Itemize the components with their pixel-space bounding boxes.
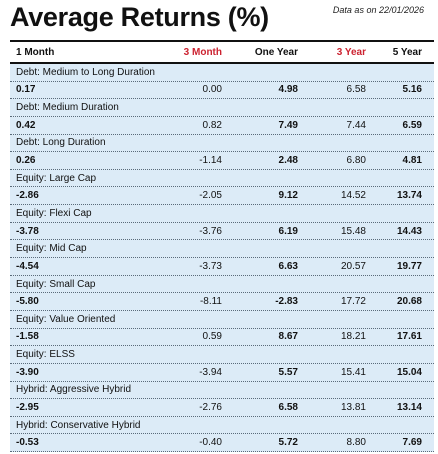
value-1-month: -3.78 (16, 225, 39, 237)
table-row: -3.90 -3.94 5.57 15.41 15.04 (10, 364, 434, 382)
value-3-year: 20.57 (340, 260, 366, 272)
value-1-month: -5.80 (16, 296, 39, 308)
value-3-month: 0.59 (202, 331, 222, 343)
value-one-year: 7.49 (278, 119, 298, 131)
table-row: 0.42 0.82 7.49 7.44 6.59 (10, 117, 434, 135)
table-row: 0.26 -1.14 2.48 6.80 4.81 (10, 152, 434, 170)
value-1-month: 0.17 (16, 84, 36, 96)
value-5-year: 13.74 (396, 190, 422, 202)
value-3-month: -2.05 (199, 190, 222, 202)
as-of-date: Data as on 22/01/2026 (332, 5, 424, 15)
value-one-year: -2.83 (275, 296, 298, 308)
value-3-year: 8.80 (346, 437, 366, 449)
value-one-year: 8.67 (278, 331, 298, 343)
category-label: Debt: Medium to Long Duration (10, 64, 434, 82)
value-5-year: 4.81 (402, 155, 422, 167)
category-label: Debt: Medium Duration (10, 99, 434, 117)
value-one-year: 5.72 (278, 437, 298, 449)
value-3-month: 0.00 (202, 84, 222, 96)
value-one-year: 5.57 (278, 366, 298, 378)
value-5-year: 19.77 (396, 260, 422, 272)
value-5-year: 14.43 (396, 225, 422, 237)
value-1-month: -4.54 (16, 260, 39, 272)
header-3-year: 3 Year (336, 46, 366, 58)
category-label: Equity: Flexi Cap (10, 205, 434, 223)
value-3-year: 18.21 (340, 331, 366, 343)
value-one-year: 9.12 (278, 190, 298, 202)
category-label: Debt: Long Duration (10, 135, 434, 153)
value-3-year: 6.80 (346, 155, 366, 167)
value-one-year: 6.63 (278, 260, 298, 272)
value-one-year: 2.48 (278, 155, 298, 167)
table-row: 0.17 0.00 4.98 6.58 5.16 (10, 82, 434, 100)
table-header: 1 Month 3 Month One Year 3 Year 5 Year (10, 40, 434, 64)
table-row: -5.80 -8.11 -2.83 17.72 20.68 (10, 293, 434, 311)
returns-table: 1 Month 3 Month One Year 3 Year 5 Year D… (10, 40, 434, 453)
value-3-month: -0.40 (199, 437, 222, 449)
header-5-year: 5 Year (392, 46, 422, 58)
value-3-month: 0.82 (202, 119, 222, 131)
value-3-month: -3.76 (199, 225, 222, 237)
table-row: -4.54 -3.73 6.63 20.57 19.77 (10, 258, 434, 276)
table-row: -2.95 -2.76 6.58 13.81 13.14 (10, 399, 434, 417)
value-3-year: 15.41 (340, 366, 366, 378)
value-1-month: -3.90 (16, 366, 39, 378)
category-label: Equity: Mid Cap (10, 240, 434, 259)
value-5-year: 15.04 (396, 366, 422, 378)
page-title: Average Returns (%) (10, 2, 269, 32)
value-3-year: 13.81 (340, 401, 366, 413)
value-3-month: -3.73 (199, 260, 222, 272)
value-3-year: 14.52 (340, 190, 366, 202)
value-one-year: 4.98 (278, 84, 298, 96)
value-5-year: 6.59 (402, 119, 422, 131)
value-1-month: 0.26 (16, 155, 36, 167)
value-one-year: 6.58 (278, 401, 298, 413)
table-row: -3.78 -3.76 6.19 15.48 14.43 (10, 223, 434, 241)
category-label: Equity: Value Oriented (10, 311, 434, 329)
category-label: Hybrid: Aggressive Hybrid (10, 382, 434, 400)
category-label: Equity: Small Cap (10, 276, 434, 294)
value-5-year: 17.61 (396, 331, 422, 343)
category-label: Hybrid: Conservative Hybrid (10, 417, 434, 435)
value-1-month: -0.53 (16, 437, 39, 449)
category-label: Equity: Large Cap (10, 170, 434, 188)
value-5-year: 20.68 (396, 296, 422, 308)
value-1-month: -2.86 (16, 190, 39, 202)
table-row: -2.86 -2.05 9.12 14.52 13.74 (10, 187, 434, 206)
table-body: Debt: Medium to Long Duration 0.17 0.00 4.9… (10, 64, 434, 453)
value-5-year: 13.14 (396, 401, 422, 413)
value-5-year: 7.69 (402, 437, 422, 449)
header-one-year: One Year (254, 46, 298, 58)
value-3-year: 17.72 (340, 296, 366, 308)
value-3-month: -1.14 (199, 155, 222, 167)
value-3-year: 7.44 (346, 119, 366, 131)
header-1-month: 1 Month (16, 46, 55, 58)
value-3-year: 15.48 (340, 225, 366, 237)
value-1-month: -1.58 (16, 331, 39, 343)
value-3-month: -8.11 (199, 296, 222, 308)
category-label: Equity: ELSS (10, 346, 434, 364)
header-3-month: 3 Month (183, 46, 222, 58)
table-row: -0.53 -0.40 5.72 8.80 7.69 (10, 434, 434, 453)
value-3-month: -3.94 (199, 366, 222, 378)
value-3-month: -2.76 (199, 401, 222, 413)
value-one-year: 6.19 (278, 225, 298, 237)
table-row: -1.58 0.59 8.67 18.21 17.61 (10, 329, 434, 347)
value-1-month: -2.95 (16, 401, 39, 413)
value-1-month: 0.42 (16, 119, 36, 131)
value-3-year: 6.58 (346, 84, 366, 96)
value-5-year: 5.16 (402, 84, 422, 96)
